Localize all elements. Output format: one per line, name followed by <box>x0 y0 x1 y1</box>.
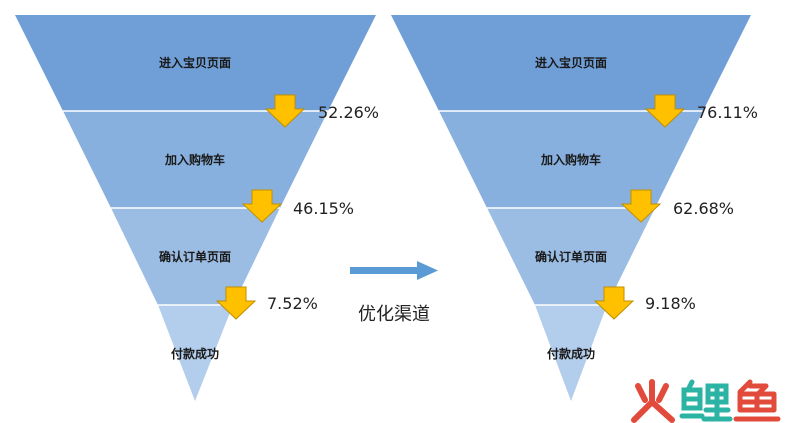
funnel-stage-label: 进入宝贝页面 <box>159 55 231 70</box>
funnel-before: 进入宝贝页面 加入购物车 确认订单页面 付款成功 52.26% 46.15% 7… <box>15 15 379 401</box>
funnel-stage-band-4 <box>535 305 607 401</box>
right-arrow-icon <box>417 261 438 280</box>
funnel-stage-label: 确认订单页面 <box>535 249 607 264</box>
down-arrow-icon <box>264 94 306 128</box>
fire-carp-logo <box>631 379 781 423</box>
conversion-rate-label: 52.26% <box>318 103 379 122</box>
optimize-arrow <box>350 261 438 280</box>
funnel-stage-label: 加入购物车 <box>540 152 601 167</box>
funnel-stage-label: 付款成功 <box>171 346 219 361</box>
funnel-stage-band-1 <box>15 15 376 111</box>
funnel-stage-band-2 <box>63 111 328 208</box>
funnel-stage-band-3 <box>487 208 655 305</box>
down-arrow-icon <box>215 286 257 320</box>
down-arrow-icon <box>644 94 686 128</box>
down-arrow-icon <box>593 286 635 320</box>
down-arrow-icon <box>620 189 662 223</box>
funnel-stage-band-4 <box>158 305 233 401</box>
conversion-rate-label: 7.52% <box>267 294 318 313</box>
funnel-stage-label: 进入宝贝页面 <box>535 55 607 70</box>
funnel-stage-band-2 <box>439 111 703 208</box>
optimize-channel-label: 优化渠道 <box>358 304 430 325</box>
funnel-stage-band-3 <box>111 208 280 305</box>
conversion-rate-label: 9.18% <box>645 294 696 313</box>
funnel-stage-label: 确认订单页面 <box>159 249 231 264</box>
conversion-rate-label: 76.11% <box>697 103 758 122</box>
funnel-stage-label: 付款成功 <box>547 346 595 361</box>
right-arrow-shaft <box>350 267 420 274</box>
conversion-rate-label: 46.15% <box>293 199 354 218</box>
funnel-stage-label: 加入购物车 <box>164 152 225 167</box>
conversion-rate-label: 62.68% <box>673 199 734 218</box>
funnel-stage-band-1 <box>391 15 751 111</box>
down-arrow-icon <box>241 189 283 223</box>
funnel-after: 进入宝贝页面 加入购物车 确认订单页面 付款成功 76.11% 62.68% 9… <box>391 15 758 401</box>
